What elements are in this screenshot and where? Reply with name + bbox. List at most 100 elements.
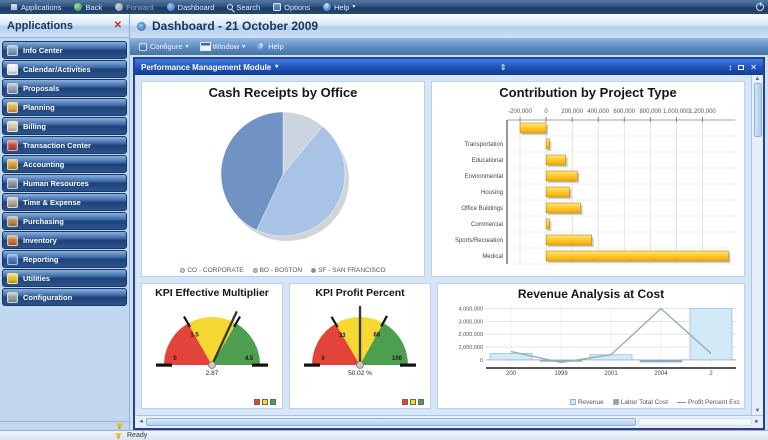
utilities-icon	[7, 272, 18, 284]
toolbar-label: Help	[268, 42, 284, 51]
sidebar-item-transaction-center[interactable]: Transaction Center	[2, 136, 127, 154]
sidebar-item-reporting[interactable]: Reporting	[2, 250, 127, 268]
menu-back[interactable]: Back	[68, 0, 108, 14]
scroll-up-icon[interactable]: ▲	[754, 76, 761, 82]
sidebar-close-icon[interactable]: ✕	[113, 19, 122, 31]
help-icon: ?	[322, 3, 331, 11]
svg-text:Sports/Recreation: Sports/Recreation	[455, 238, 503, 244]
sidebar-item-label: Time & Expense	[23, 197, 81, 207]
chart-title: KPI Effective Multiplier	[155, 287, 269, 299]
scroll-right-icon[interactable]: ►	[754, 419, 760, 425]
svg-text:4.5: 4.5	[245, 356, 254, 362]
svg-text:800,000: 800,000	[639, 109, 661, 115]
sidebar-item-billing[interactable]: Billing	[2, 117, 127, 135]
menu-options[interactable]: Options	[267, 0, 316, 14]
sidebar-item-configuration[interactable]: Configuration	[2, 288, 127, 306]
menu-help[interactable]: ? Help ▾	[317, 0, 361, 14]
sidebar-item-planning[interactable]: Planning	[2, 98, 127, 116]
scroll-left-icon[interactable]: ◄	[138, 419, 144, 425]
svg-text:1.5: 1.5	[190, 333, 199, 339]
module-popout-icon[interactable]	[738, 64, 745, 70]
svg-text:Commercial: Commercial	[471, 222, 503, 228]
menu-label: Applications	[21, 2, 62, 12]
sidebar-item-calendar-activities[interactable]: Calendar/Activities	[2, 60, 127, 78]
chart-title: Revenue Analysis at Cost	[517, 287, 665, 301]
time-expense-icon	[7, 196, 18, 208]
power-icon[interactable]	[756, 2, 764, 11]
sidebar-empty-area	[0, 306, 129, 421]
configure-icon	[139, 42, 147, 51]
caret-down-icon: ▾	[352, 4, 356, 10]
module-close-icon[interactable]: ✕	[750, 62, 757, 72]
chart-title: KPI Profit Percent	[315, 287, 405, 299]
kpi-effective-multiplier-card: KPI Effective Multiplier 0 1.5 4.5 2.87	[141, 283, 283, 409]
sidebar-item-time-expense[interactable]: Time & Expense	[2, 193, 127, 211]
search-icon	[227, 4, 234, 10]
filter-funnel-icon[interactable]	[115, 423, 124, 429]
forward-icon	[115, 3, 124, 11]
svg-text:2001: 2001	[604, 371, 618, 377]
status-funnel-icon	[114, 432, 123, 439]
gauge-legend	[400, 398, 426, 406]
toolbar-label: Configure	[150, 42, 183, 51]
status-bar: Ready	[0, 430, 768, 440]
dashboard-icon	[166, 3, 175, 11]
horizontal-scrollbar[interactable]: ◄ ►	[135, 415, 763, 428]
cash-receipts-card: Cash Receipts by Office CO - CORPORATE B…	[141, 81, 425, 277]
window-button[interactable]: Window ▾	[200, 42, 245, 51]
yellow-status-square	[262, 399, 268, 405]
sidebar-item-info-center[interactable]: Info Center	[2, 41, 127, 59]
status-text: Ready	[127, 432, 148, 439]
sidebar-item-utilities[interactable]: Utilities	[2, 269, 127, 287]
svg-text:50.02 %: 50.02 %	[348, 370, 372, 377]
sidebar-item-label: Proposals	[23, 83, 60, 93]
main-header: Dashboard - 21 October 2009	[130, 14, 768, 38]
module-collapse-icon[interactable]: ⇕	[499, 62, 507, 72]
svg-text:0: 0	[544, 109, 548, 115]
legend-item: Labor Total Cost	[612, 399, 668, 406]
legend-item: Revenue	[569, 399, 604, 406]
yellow-status-square	[410, 399, 416, 405]
contribution-card: Contribution by Project Type -200,000 0 20…	[431, 81, 745, 277]
horizontal-scroll-thumb[interactable]	[145, 418, 636, 426]
sidebar-item-accounting[interactable]: Accounting	[2, 155, 127, 173]
legend-line-marker	[676, 401, 686, 403]
svg-text:2: 2	[709, 371, 713, 377]
menu-label: Back	[85, 2, 103, 12]
sidebar-item-label: Calendar/Activities	[23, 64, 91, 74]
vertical-scroll-thumb[interactable]	[753, 83, 762, 137]
menu-applications[interactable]: Applications	[4, 0, 67, 14]
menu-dashboard[interactable]: Dashboard	[161, 0, 221, 14]
green-status-square	[418, 399, 424, 405]
sidebar-item-human-resources[interactable]: Human Resources	[2, 174, 127, 192]
legend-marker	[612, 399, 619, 406]
sidebar-item-inventory[interactable]: Inventory	[2, 231, 127, 249]
green-status-square	[270, 399, 276, 405]
svg-text:1,200,000: 1,200,000	[689, 109, 716, 115]
sidebar-list: Info Center Calendar/Activities Proposal…	[0, 38, 129, 306]
applications-sidebar: Applications ✕ Info Center Calendar/Acti…	[0, 14, 130, 430]
sidebar-item-label: Human Resources	[23, 178, 89, 188]
module-resize-icon[interactable]: ↕	[728, 62, 733, 72]
scroll-down-icon[interactable]: ▼	[754, 408, 761, 414]
vertical-scrollbar[interactable]: ▲ ▼	[751, 75, 763, 415]
accounting-icon	[7, 158, 18, 170]
module-menu-caret-icon[interactable]: ▾	[275, 64, 279, 70]
bar-chart: -200,000 0 200,000 400,000 600,000 800,000 1,0…	[455, 109, 735, 265]
svg-text:Transportation: Transportation	[465, 142, 503, 148]
top-menu-bar: Applications Back Forward Dashboard Sear…	[0, 0, 768, 14]
sidebar-item-proposals[interactable]: Proposals	[2, 79, 127, 97]
menu-label: Forward	[126, 2, 154, 12]
menu-search[interactable]: Search	[221, 0, 266, 14]
sidebar-item-purchasing[interactable]: Purchasing	[2, 212, 127, 230]
help-button[interactable]: ? Help	[257, 42, 284, 51]
menu-label: Options	[284, 2, 310, 12]
svg-text:Medical: Medical	[482, 254, 503, 260]
toolbar-label: Window	[212, 42, 240, 51]
performance-management-module: Performance Management Module ▾ ⇕ ↕ ✕ Ca…	[133, 57, 765, 430]
sidebar-item-label: Configuration	[23, 292, 73, 302]
configure-button[interactable]: Configure ▾	[139, 42, 189, 51]
proposals-icon	[7, 82, 18, 94]
svg-text:400,000: 400,000	[587, 109, 609, 115]
menu-forward[interactable]: Forward	[109, 0, 160, 14]
